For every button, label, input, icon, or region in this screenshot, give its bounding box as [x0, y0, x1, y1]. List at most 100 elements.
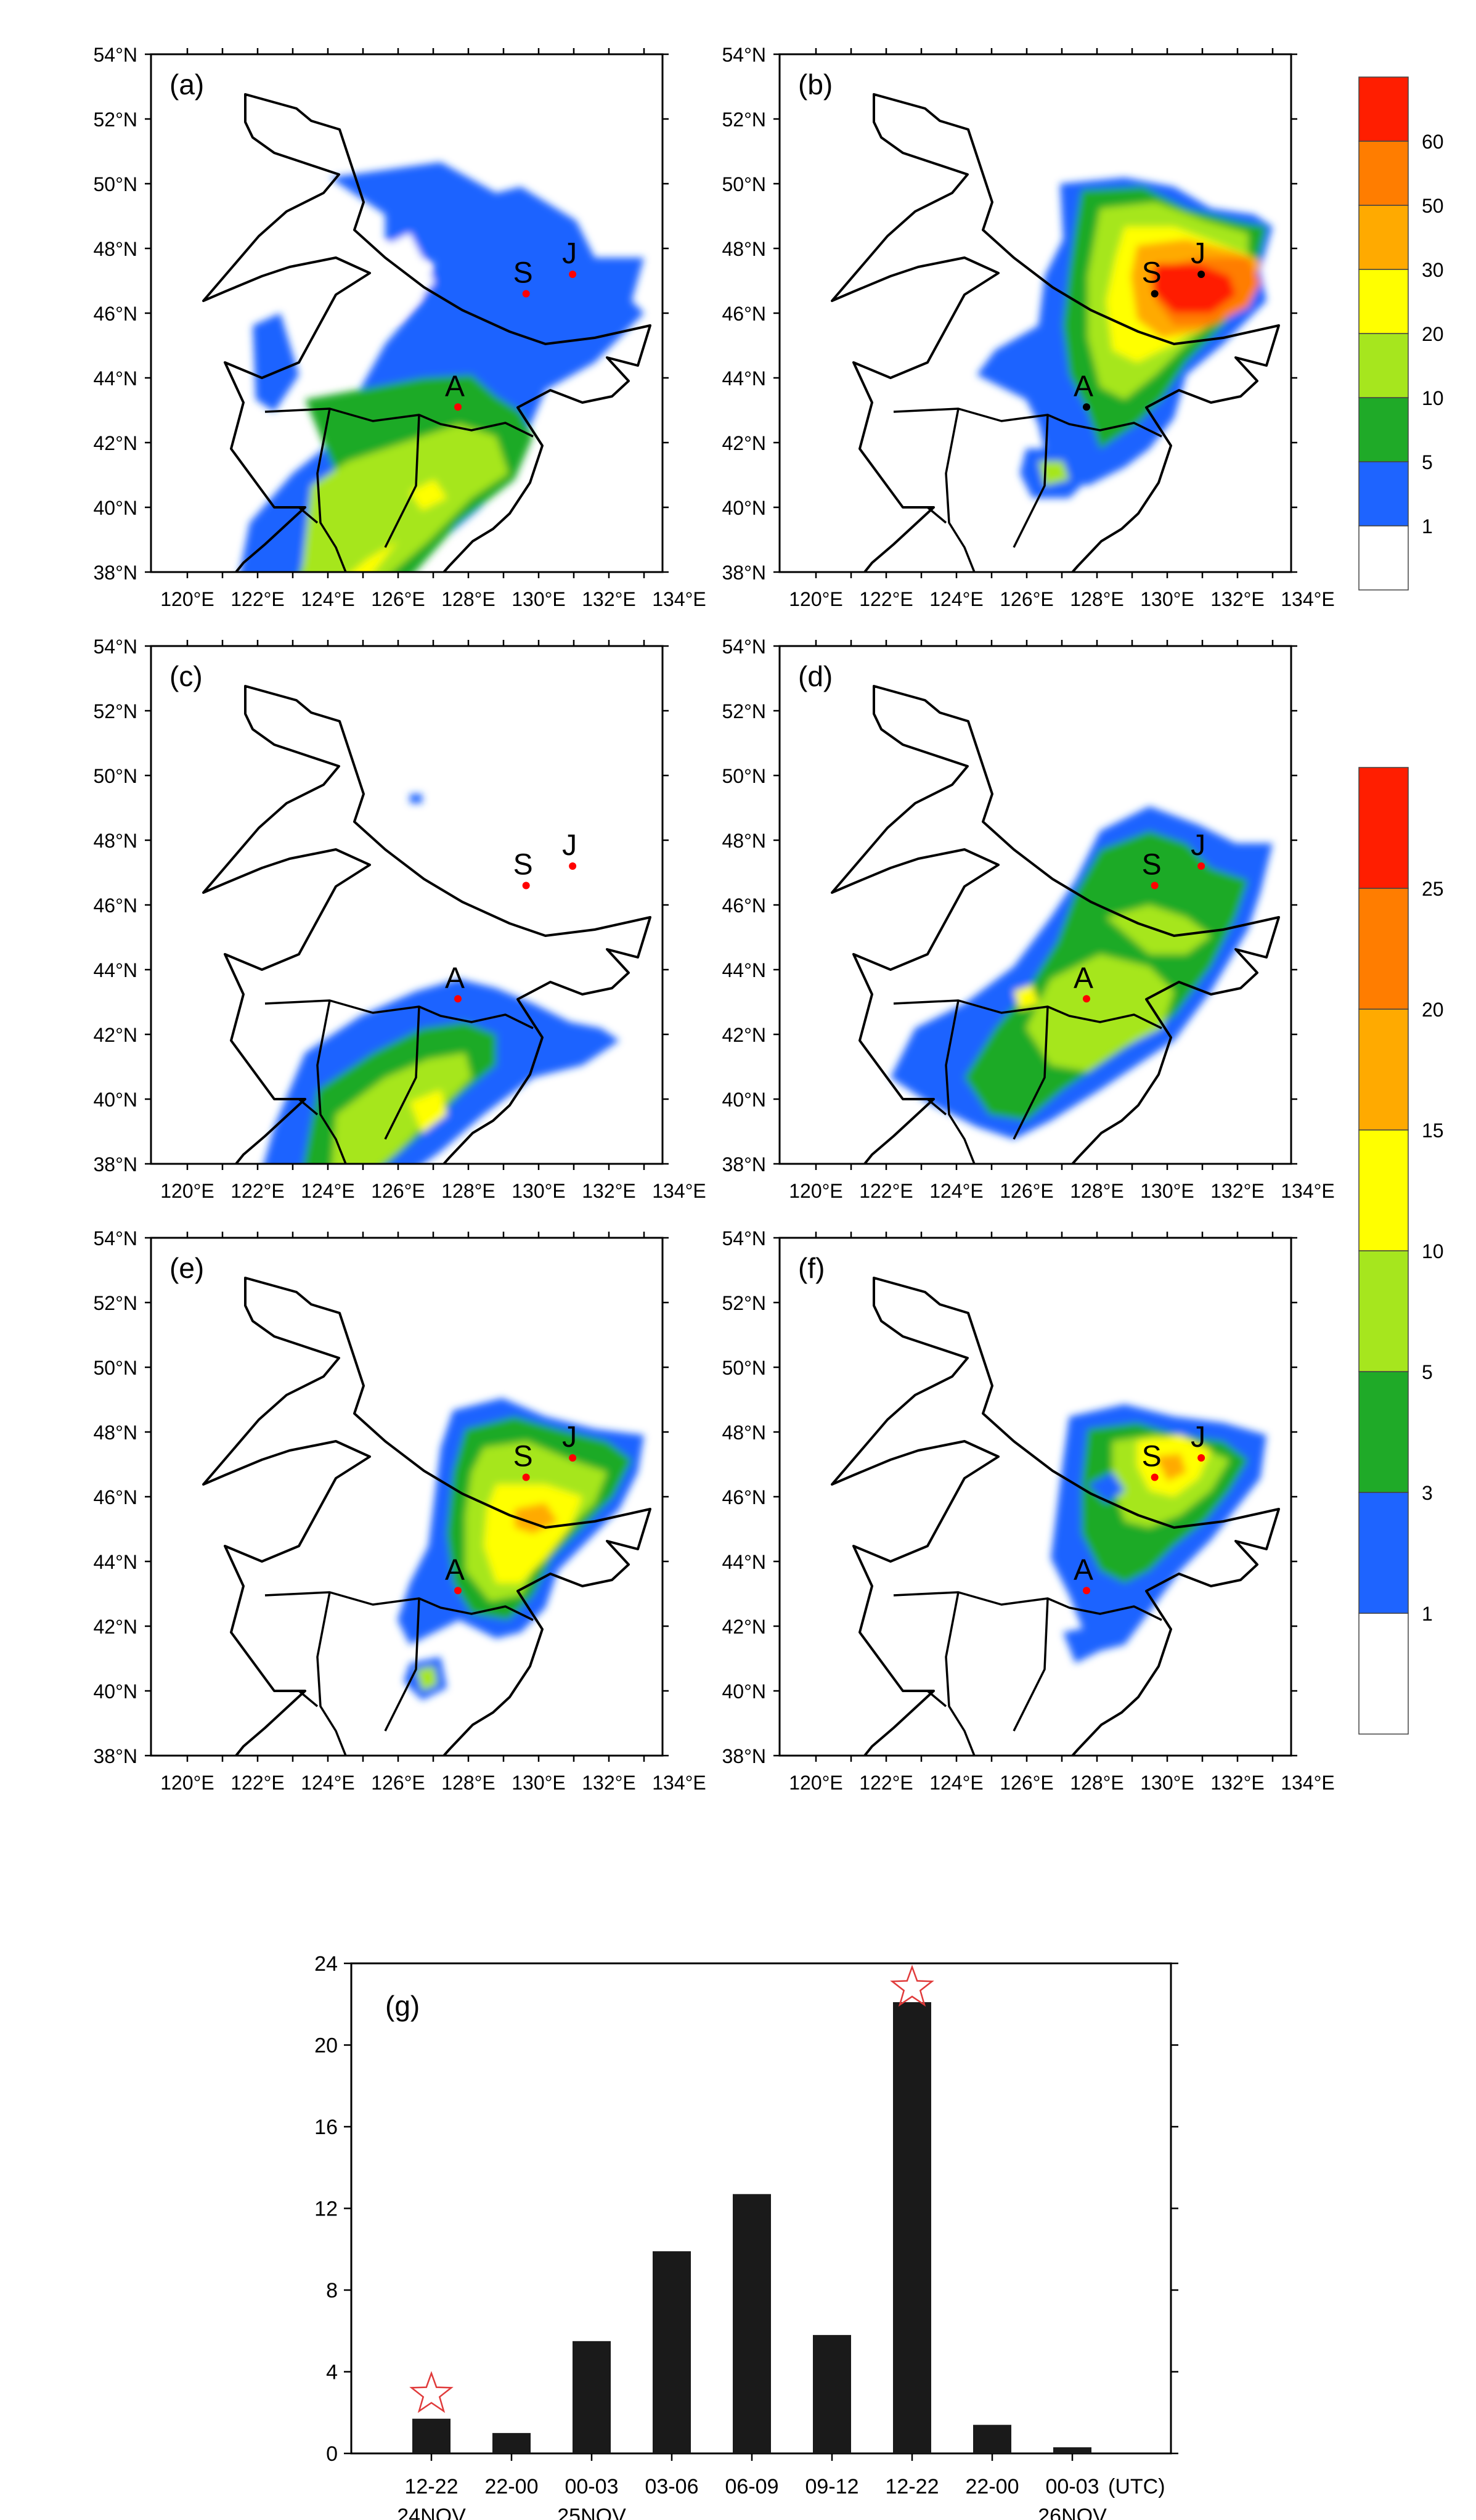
x-tick-label: 09-12 — [805, 2475, 859, 2498]
colorbar-swatch — [1358, 397, 1409, 462]
lon-tick-label: 132°E — [582, 1180, 636, 1202]
bar — [1053, 2447, 1091, 2453]
lon-tick-label: 124°E — [301, 1180, 355, 1202]
lat-tick-label: 52°N — [94, 108, 138, 131]
lat-tick-label: 54°N — [94, 636, 138, 658]
lat-tick-label: 50°N — [722, 765, 767, 787]
lon-tick-label: 120°E — [160, 588, 214, 610]
station-label-a: A — [1074, 962, 1093, 994]
station-label-j: J — [562, 1421, 577, 1454]
x-tick-label: 00-03 — [565, 2475, 619, 2498]
lat-tick-label: 54°N — [722, 636, 767, 658]
colorbar-swatch — [1358, 333, 1409, 398]
lat-tick-label: 50°N — [94, 1357, 138, 1379]
lat-tick-label: 52°N — [94, 700, 138, 722]
lon-tick-label: 128°E — [441, 1180, 495, 1202]
lon-tick-label: 120°E — [160, 1772, 214, 1794]
y-tick-label: 20 — [314, 2034, 338, 2058]
map-panel-a: SJ A (a) 54°N 52°N 50°N 48°N 46°N 44°N 42°N 40°N 3… — [94, 44, 706, 610]
panel-letter: (d) — [798, 660, 833, 692]
lat-tick-label: 38°N — [94, 562, 138, 584]
lon-tick-label: 130°E — [1140, 1180, 1194, 1202]
station-marker-a — [1083, 1587, 1090, 1595]
colorbar-label: 5 — [1422, 451, 1433, 473]
lat-tick-label: 44°N — [722, 959, 767, 981]
lon-tick-label: 126°E — [1000, 1180, 1054, 1202]
colorbar-swatch — [1358, 1129, 1409, 1251]
lat-tick-label: 42°N — [722, 432, 767, 454]
station-label-j: J — [562, 237, 577, 270]
lat-tick-label: 40°N — [94, 497, 138, 519]
station-marker-a — [454, 403, 462, 411]
map-panel-f: SJ A (f) 54°N 52°N 50°N 48°N 46°N 44°N 42°N 40°N 3… — [722, 1227, 1335, 1794]
lat-tick-label: 48°N — [722, 830, 767, 852]
lon-tick-label: 132°E — [1210, 588, 1265, 610]
lat-tick-label: 44°N — [94, 1551, 138, 1573]
y-tick-label: 0 — [326, 2442, 338, 2466]
lon-tick-label: 134°E — [652, 588, 706, 610]
x-date-label: 25NOV — [557, 2505, 626, 2520]
bar — [893, 2002, 931, 2453]
station-label-s: S — [1142, 849, 1162, 882]
lat-tick-label: 38°N — [722, 1153, 767, 1176]
map-panel-c: SJ A (c) 54°N 52°N 50°N 48°N 46°N 44°N 42°N 40°N 3… — [94, 636, 706, 1202]
station-marker-a — [1083, 995, 1090, 1003]
lon-tick-label: 134°E — [1281, 1772, 1335, 1794]
lat-tick-label: 54°N — [94, 44, 138, 66]
station-label-j: J — [562, 829, 577, 862]
colorbar-bottom: 1 3 5 10 15 20 25 — [1358, 767, 1444, 1735]
lon-tick-label: 122°E — [859, 1180, 913, 1202]
precip-field-a — [240, 162, 644, 572]
lat-tick-label: 42°N — [94, 1024, 138, 1046]
lon-tick-label: 132°E — [1210, 1772, 1265, 1794]
map-panel-d: SJ A (d) 54°N 52°N 50°N 48°N 46°N 44°N 42°N 40°N 3… — [722, 636, 1335, 1202]
station-label-j: J — [1191, 237, 1205, 270]
lon-tick-label: 128°E — [441, 1772, 495, 1794]
lon-tick-label: 134°E — [652, 1180, 706, 1202]
station-marker-j — [569, 862, 577, 870]
colorbar-swatch — [1358, 767, 1409, 889]
lat-tick-label: 54°N — [722, 1227, 767, 1250]
lat-tick-label: 50°N — [722, 173, 767, 195]
x-tick-label: 06-09 — [725, 2475, 779, 2498]
colorbar-label: 50 — [1422, 195, 1444, 217]
lon-tick-label: 122°E — [230, 1772, 285, 1794]
station-label-s: S — [513, 1441, 533, 1473]
lat-tick-label: 50°N — [94, 173, 138, 195]
lon-tick-label: 122°E — [230, 588, 285, 610]
lat-tick-label: 40°N — [94, 1680, 138, 1703]
y-tick-label: 8 — [326, 2279, 338, 2302]
lat-tick-label: 40°N — [722, 1089, 767, 1111]
lat-tick-label: 38°N — [722, 1745, 767, 1767]
x-axis-unit: (UTC) — [1108, 2475, 1165, 2498]
lat-tick-label: 46°N — [722, 1486, 767, 1508]
panel-letter: (e) — [169, 1252, 204, 1284]
star-marker — [890, 1965, 934, 2007]
lon-tick-label: 124°E — [929, 1180, 984, 1202]
lon-tick-label: 126°E — [371, 1772, 425, 1794]
lon-tick-label: 122°E — [859, 588, 913, 610]
lon-tick-label: 126°E — [371, 588, 425, 610]
colorbar-label: 20 — [1422, 999, 1444, 1021]
chart-x-labels: 12-22 22-00 00-03 03-06 06-09 09-12 12-22 22-00… — [397, 2453, 1165, 2520]
station-label-a: A — [1074, 1553, 1093, 1586]
lon-tick-label: 128°E — [441, 588, 495, 610]
colorbar-label: 1 — [1422, 1603, 1433, 1625]
station-marker-a — [1083, 403, 1090, 411]
lon-tick-label: 130°E — [512, 1180, 566, 1202]
lon-tick-label: 126°E — [371, 1180, 425, 1202]
map-panel-b: SJ A (b) 54°N 52°N 50°N 48°N 46°N 44°N 42°N 40°N 3… — [722, 44, 1335, 610]
lon-tick-label: 120°E — [789, 588, 843, 610]
colorbar-swatch — [1358, 1492, 1409, 1614]
colorbar-label: 30 — [1422, 259, 1444, 281]
station-label-j: J — [1191, 1421, 1205, 1454]
colorbar-label: 1 — [1422, 515, 1433, 538]
bar — [973, 2424, 1011, 2453]
lat-tick-label: 54°N — [94, 1227, 138, 1250]
station-label-s: S — [513, 849, 533, 882]
lon-tick-label: 130°E — [512, 1772, 566, 1794]
colorbar-swatch — [1358, 269, 1409, 334]
lat-tick-label: 38°N — [94, 1153, 138, 1176]
panel-letter-g: (g) — [385, 1990, 420, 2022]
colorbar-swatch — [1358, 141, 1409, 206]
